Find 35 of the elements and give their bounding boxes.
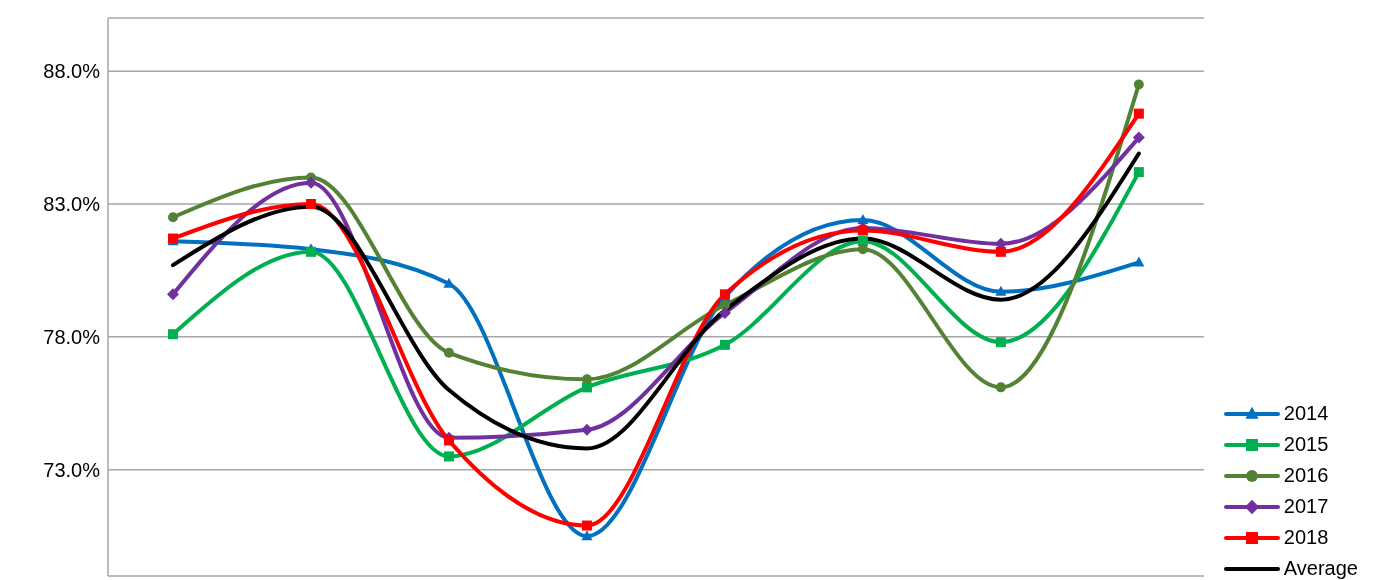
point — [995, 382, 1006, 393]
point — [167, 288, 179, 301]
point — [857, 244, 868, 255]
point — [443, 451, 454, 462]
point — [857, 236, 868, 247]
legend-label: 2014 — [1283, 402, 1329, 425]
point — [168, 329, 178, 340]
point — [1133, 167, 1144, 178]
legend-label: 2017 — [1283, 495, 1329, 518]
legend-label: 2016 — [1283, 464, 1329, 487]
point — [581, 530, 593, 541]
point — [1133, 79, 1144, 90]
legend-label: 2018 — [1283, 526, 1329, 549]
point — [718, 306, 731, 319]
point — [168, 212, 178, 223]
point — [1133, 108, 1144, 119]
y-tick-label: 88.0% — [43, 60, 101, 83]
point — [995, 246, 1006, 257]
y-tick-label: 83.0% — [43, 193, 101, 216]
y-tick-label: 78.0% — [43, 325, 101, 348]
point — [443, 435, 454, 446]
point — [581, 520, 592, 531]
point — [995, 285, 1007, 296]
y-tick-label: 73.0% — [43, 458, 101, 481]
point — [719, 339, 730, 350]
point — [857, 213, 869, 224]
point — [995, 337, 1006, 348]
point — [443, 347, 454, 358]
legend-label: Average — [1283, 557, 1358, 580]
legend-label: 2015 — [1283, 433, 1329, 456]
point — [1133, 256, 1145, 267]
point — [305, 199, 316, 209]
point — [581, 374, 592, 385]
point — [1132, 131, 1145, 144]
point — [857, 225, 868, 236]
